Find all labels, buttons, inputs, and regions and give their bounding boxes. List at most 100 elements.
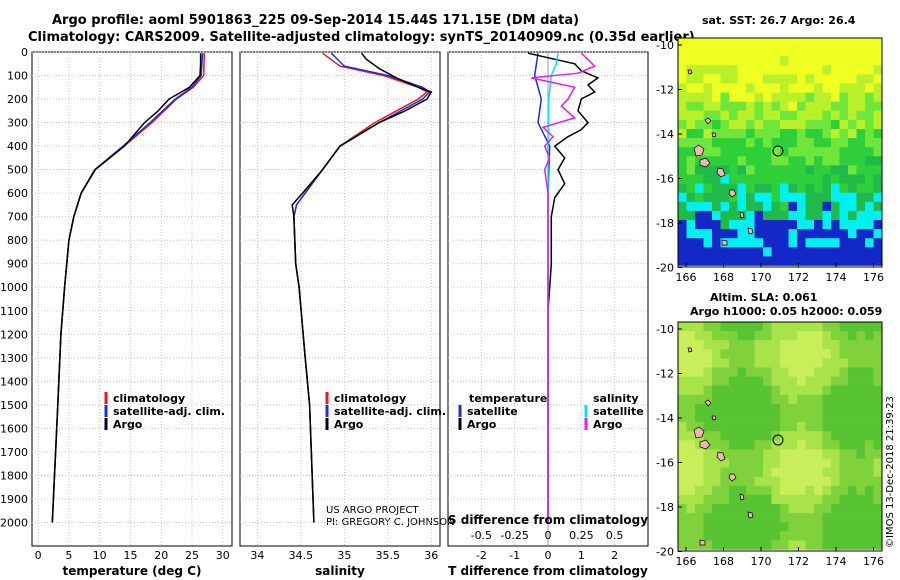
sst-cell bbox=[788, 201, 798, 212]
sst-cell bbox=[771, 47, 781, 57]
sla-cell bbox=[754, 504, 764, 514]
sst-cell bbox=[873, 156, 883, 166]
sst-cell bbox=[720, 174, 730, 184]
sla-cell bbox=[686, 476, 696, 487]
sla-cell bbox=[865, 458, 874, 468]
sst-cell bbox=[839, 247, 849, 257]
sla-cell bbox=[873, 431, 883, 441]
sla-cell bbox=[737, 394, 747, 405]
sst-cell bbox=[703, 65, 713, 75]
sst-cell bbox=[873, 183, 883, 193]
sst-cell bbox=[797, 156, 806, 166]
sst-cell bbox=[686, 83, 696, 93]
sst-cell bbox=[831, 92, 840, 102]
sla-cell bbox=[822, 504, 832, 514]
sla-cell bbox=[788, 413, 798, 423]
sla-cell bbox=[703, 458, 713, 468]
sst-cell bbox=[788, 156, 798, 166]
sst-cell bbox=[856, 174, 866, 184]
sla-cell bbox=[873, 422, 883, 432]
sla-cell bbox=[737, 449, 747, 459]
island bbox=[721, 239, 728, 246]
sst-cell bbox=[856, 56, 866, 66]
sla-cell bbox=[737, 385, 747, 396]
sla-cell bbox=[678, 322, 687, 332]
sst-cell bbox=[695, 38, 704, 48]
sst-cell bbox=[780, 65, 789, 75]
sla-cell bbox=[848, 540, 857, 550]
map-lat-label: -20 bbox=[656, 546, 674, 559]
sla-cell bbox=[831, 494, 840, 505]
sla-cell bbox=[686, 485, 696, 496]
sst-cell bbox=[746, 165, 755, 175]
sst-cell bbox=[746, 192, 755, 203]
sla-cell bbox=[797, 513, 806, 523]
sst-cell bbox=[873, 83, 883, 93]
sst-cell bbox=[788, 83, 798, 93]
sla-cell bbox=[873, 322, 883, 332]
sla-cell bbox=[695, 422, 704, 432]
sla-cell bbox=[831, 540, 840, 550]
sst-cell bbox=[712, 156, 721, 166]
sla-cell bbox=[695, 504, 704, 514]
sst-cell bbox=[839, 119, 849, 130]
salinity-panel bbox=[239, 51, 441, 547]
sst-cell bbox=[780, 83, 789, 93]
sla-cell bbox=[746, 522, 755, 532]
sla-cell bbox=[703, 376, 713, 386]
sla-cell bbox=[746, 467, 755, 477]
sst-cell bbox=[695, 256, 704, 266]
sla-cell bbox=[873, 504, 883, 514]
sst-cell bbox=[831, 247, 840, 257]
sla-cell bbox=[856, 504, 866, 514]
x-tick-label: 10 bbox=[93, 549, 107, 562]
sla-cell bbox=[865, 385, 874, 396]
sst-cell bbox=[797, 47, 806, 57]
sla-cell bbox=[763, 431, 772, 441]
sst-cell bbox=[737, 247, 747, 257]
sla-cell bbox=[797, 331, 806, 341]
sst-cell bbox=[873, 220, 883, 230]
sla-cell bbox=[712, 331, 721, 341]
sst-cell bbox=[712, 110, 721, 121]
sst-cell bbox=[771, 229, 781, 239]
sla-cell bbox=[865, 403, 874, 414]
sst-cell bbox=[763, 220, 772, 230]
sst-cell bbox=[848, 129, 857, 139]
sst-cell bbox=[839, 138, 849, 148]
sst-cell bbox=[856, 110, 866, 121]
sst-cell bbox=[678, 174, 687, 184]
sst-cell bbox=[695, 101, 704, 112]
sla-cell bbox=[831, 376, 840, 386]
sla-cell bbox=[754, 494, 764, 505]
sst-cell bbox=[729, 47, 738, 57]
sla-cell bbox=[822, 540, 832, 550]
sst-cell bbox=[797, 74, 806, 84]
sst-cell bbox=[831, 147, 840, 157]
sst-cell bbox=[848, 119, 857, 130]
sla-cell bbox=[729, 440, 738, 450]
x-tick-label: 25 bbox=[185, 549, 199, 562]
sla-cell bbox=[712, 449, 721, 459]
sla-cell bbox=[754, 376, 764, 386]
sst-cell bbox=[805, 165, 815, 175]
sla-cell bbox=[746, 376, 755, 386]
sst-cell bbox=[848, 229, 857, 239]
sst-cell bbox=[712, 229, 721, 239]
sla-cell bbox=[848, 340, 857, 350]
sla-cell bbox=[805, 322, 815, 332]
sst-cell bbox=[814, 210, 823, 221]
sla-cell bbox=[720, 467, 730, 477]
sst-cell bbox=[754, 247, 764, 257]
sst-cell bbox=[754, 238, 764, 248]
sst-cell bbox=[737, 220, 747, 230]
sla-cell bbox=[720, 422, 730, 432]
sst-cell bbox=[814, 247, 823, 257]
sst-cell bbox=[788, 74, 798, 84]
sst-cell bbox=[746, 74, 755, 84]
sla-cell bbox=[746, 358, 755, 368]
sst-cell bbox=[780, 138, 789, 148]
sst-cell bbox=[797, 147, 806, 157]
sla-cell bbox=[737, 485, 747, 496]
sla-cell bbox=[873, 458, 883, 468]
